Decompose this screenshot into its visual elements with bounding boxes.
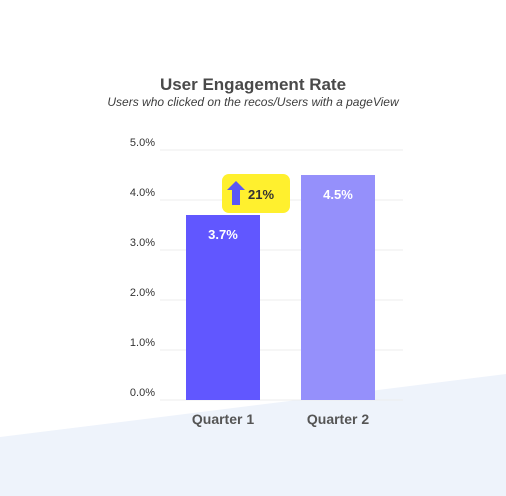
data-label: 3.7% — [208, 227, 238, 242]
chart-subtitle: Users who clicked on the recos/Users wit… — [107, 95, 399, 109]
y-tick-label: 2.0% — [130, 287, 155, 299]
y-tick-label: 0.0% — [130, 387, 155, 399]
increase-label: 21% — [248, 187, 274, 202]
chart-title: User Engagement Rate — [159, 75, 347, 94]
y-tick-label: 3.0% — [130, 237, 155, 249]
bar — [301, 175, 375, 400]
x-tick-label: Quarter 2 — [307, 411, 369, 427]
y-tick-label: 1.0% — [130, 337, 155, 349]
y-tick-label: 5.0% — [130, 137, 155, 149]
x-tick-label: Quarter 1 — [192, 411, 254, 427]
arrow-up-icon — [227, 181, 245, 205]
data-label: 4.5% — [323, 187, 353, 202]
bar — [186, 215, 260, 400]
y-tick-label: 4.0% — [130, 187, 155, 199]
